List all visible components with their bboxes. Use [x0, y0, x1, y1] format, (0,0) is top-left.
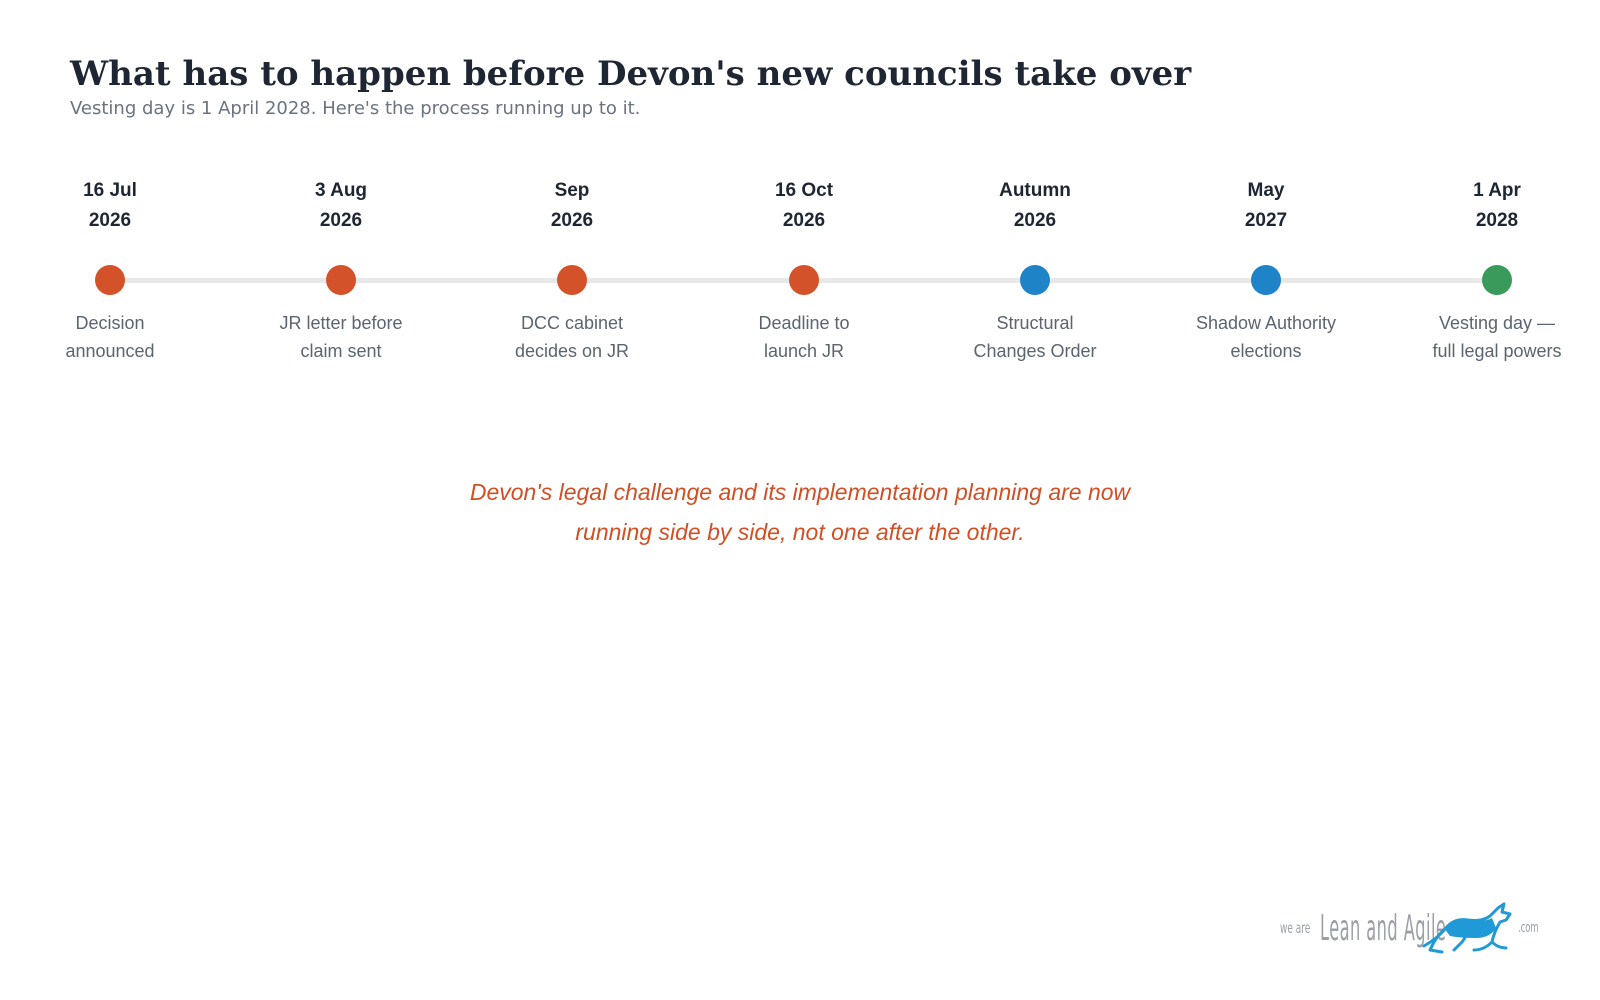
site-logo[interactable]: we are Lean and Agile .com	[1280, 898, 1560, 958]
milestone-dot	[789, 265, 819, 295]
page-subtitle: Vesting day is 1 April 2028. Here's the …	[70, 98, 641, 119]
logo-suffix: .com	[1518, 920, 1539, 936]
greyhound-icon	[1422, 902, 1512, 954]
milestone-date: Sep 2026	[550, 180, 594, 231]
milestone-date: 1 Apr 2028	[1473, 180, 1521, 231]
logo-name: Lean and Agile	[1320, 907, 1447, 949]
logo-prefix: we are	[1280, 919, 1311, 937]
milestone-date: 16 Jul 2026	[83, 180, 137, 231]
milestone-date: 16 Oct 2026	[774, 180, 834, 231]
milestone-dot	[1020, 265, 1050, 295]
milestone-label: DCC cabinet decides on JR	[514, 313, 630, 361]
milestone-dot	[557, 265, 587, 295]
page-title: What has to happen before Devon's new co…	[70, 54, 1192, 94]
milestone-dot	[95, 265, 125, 295]
milestone-dot	[1251, 265, 1281, 295]
callout-note: Devon's legal challenge and its implemen…	[469, 479, 1131, 545]
milestone-label: JR letter before claim sent	[279, 313, 403, 361]
milestone-label: Vesting day — full legal powers	[1432, 313, 1562, 361]
milestone-label: Shadow Authority elections	[1195, 313, 1337, 361]
milestone-date: Autumn 2026	[999, 180, 1071, 231]
milestone-label: Deadline to launch JR	[758, 313, 850, 361]
milestone-dot	[326, 265, 356, 295]
milestone-date: 3 Aug 2026	[314, 180, 368, 231]
timeline: 16 Jul 2026 Decision announced 3 Aug 202…	[0, 0, 1600, 400]
milestone-label: Decision announced	[65, 313, 155, 361]
logo-wordmark: we are Lean and Agile	[1280, 898, 1447, 958]
milestone-dot	[1482, 265, 1512, 295]
milestone-date: May 2027	[1244, 180, 1288, 231]
milestone-label: Structural Changes Order	[973, 313, 1097, 361]
